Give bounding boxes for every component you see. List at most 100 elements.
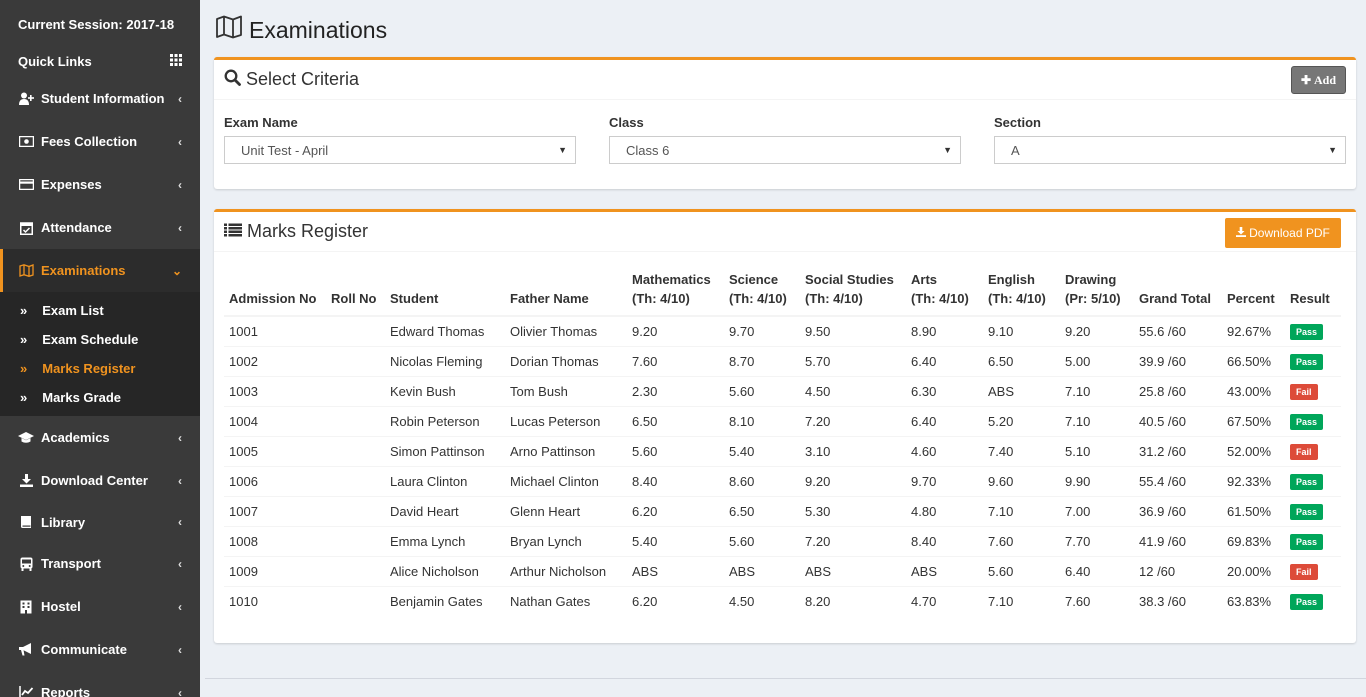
column-header: Social Studies (Th: 4/10): [800, 270, 906, 317]
column-header: Student: [385, 270, 505, 317]
sidebar-item-fees-collection[interactable]: Fees Collection ‹: [0, 120, 200, 163]
subject-mark-cell: 6.40: [1060, 555, 1134, 586]
column-header: Result: [1285, 270, 1341, 317]
chevron-left-icon: ‹: [178, 515, 182, 529]
submenu-item-exam-list[interactable]: » Exam List: [0, 296, 200, 325]
subject-mark-cell: ABS: [627, 555, 724, 586]
submenu-item-exam-schedule[interactable]: » Exam Schedule: [0, 325, 200, 354]
percent-cell: 61.50%: [1222, 495, 1285, 526]
grand-total-cell: 55.6 /60: [1134, 315, 1222, 346]
student-name-cell: Simon Pattinson: [385, 435, 505, 466]
sidebar-item-examinations[interactable]: Examinations ⌄: [0, 249, 200, 292]
sidebar-item-academics[interactable]: Academics ‹: [0, 416, 200, 459]
exam-name-select[interactable]: Unit Test - April ▼: [224, 136, 576, 164]
submenu-item-label: Exam Schedule: [42, 332, 139, 347]
subject-mark-cell: 5.10: [1060, 435, 1134, 466]
chevron-left-icon: ‹: [178, 473, 182, 488]
grand-total-cell: 41.9 /60: [1134, 525, 1222, 556]
sidebar-item-label: Download Center: [41, 473, 148, 488]
submenu-item-marks-grade[interactable]: » Marks Grade: [0, 383, 200, 412]
subject-mark-cell: 9.50: [800, 315, 906, 346]
submenu-item-marks-register[interactable]: » Marks Register: [0, 354, 200, 383]
class-select[interactable]: Class 6 ▼: [609, 136, 961, 164]
sidebar-item-hostel[interactable]: Hostel ‹: [0, 585, 200, 628]
double-angle-right-icon: »: [20, 390, 28, 405]
percent-cell: 43.00%: [1222, 375, 1285, 406]
result-badge: Pass: [1290, 503, 1324, 520]
sidebar-item-label: Academics: [41, 430, 110, 445]
sidebar: Current Session: 2017-18 Quick Links Stu…: [0, 0, 200, 697]
subject-mark-cell: 4.60: [906, 435, 983, 466]
admission-no-cell: 1009: [224, 555, 326, 586]
sidebar-item-reports[interactable]: Reports ‹: [0, 671, 200, 697]
sidebar-item-student-information[interactable]: Student Information ‹: [0, 77, 200, 120]
chevron-left-icon: ‹: [178, 220, 182, 235]
roll-no-cell: [326, 495, 385, 526]
chevron-left-icon: ‹: [178, 430, 182, 445]
double-angle-right-icon: »: [20, 303, 28, 318]
sidebar-item-library[interactable]: Library ‹: [0, 502, 200, 542]
admission-no-cell: 1006: [224, 465, 326, 496]
admission-no-cell: 1001: [224, 315, 326, 346]
section-value: A: [1011, 142, 1020, 158]
sidebar-item-label: Communicate: [41, 642, 127, 657]
credit-card-icon: [18, 178, 34, 192]
result-badge: Fail: [1290, 383, 1318, 400]
father-name-cell: Bryan Lynch: [505, 525, 627, 556]
result-cell: Pass: [1285, 585, 1341, 616]
sidebar-item-attendance[interactable]: Attendance ‹: [0, 206, 200, 249]
class-group: Class Class 6 ▼: [609, 115, 961, 164]
table-row: 1009 Alice Nicholson Arthur Nicholson ABS AB…: [224, 555, 1341, 586]
subject-mark-cell: 9.70: [724, 315, 800, 346]
sidebar-item-expenses[interactable]: Expenses ‹: [0, 163, 200, 206]
examinations-submenu: » Exam List » Exam Schedule » Marks Regi…: [0, 292, 200, 416]
book-icon: [18, 515, 34, 529]
admission-no-cell: 1008: [224, 525, 326, 556]
chevron-left-icon: ‹: [178, 91, 182, 106]
grand-total-cell: 38.3 /60: [1134, 585, 1222, 616]
father-name-cell: Lucas Peterson: [505, 405, 627, 436]
admission-no-cell: 1005: [224, 435, 326, 466]
submenu-item-label: Exam List: [42, 303, 104, 318]
column-header: Drawing (Pr: 5/10): [1060, 270, 1134, 317]
subject-mark-cell: 9.90: [1060, 465, 1134, 496]
class-label: Class: [609, 115, 644, 130]
subject-mark-cell: 7.10: [983, 585, 1060, 616]
map-icon: [215, 15, 249, 45]
subject-mark-cell: 4.50: [724, 585, 800, 616]
sidebar-item-label: Expenses: [41, 177, 102, 192]
subject-mark-cell: 8.20: [800, 585, 906, 616]
section-select[interactable]: A ▼: [994, 136, 1346, 164]
subject-mark-cell: 5.30: [800, 495, 906, 526]
sidebar-item-communicate[interactable]: Communicate ‹: [0, 628, 200, 671]
admission-no-cell: 1007: [224, 495, 326, 526]
student-name-cell: Laura Clinton: [385, 465, 505, 496]
bus-icon: [18, 557, 34, 571]
roll-no-cell: [326, 435, 385, 466]
submenu-item-label: Marks Grade: [42, 390, 121, 405]
sidebar-item-transport[interactable]: Transport ‹: [0, 542, 200, 585]
subject-mark-cell: 8.90: [906, 315, 983, 346]
roll-no-cell: [326, 585, 385, 616]
result-cell: Pass: [1285, 315, 1341, 346]
sidebar-item-label: Fees Collection: [41, 134, 138, 149]
marks-register-title: Marks Register: [247, 221, 369, 241]
subject-mark-cell: 6.20: [627, 585, 724, 616]
percent-cell: 92.33%: [1222, 465, 1285, 496]
result-badge: Pass: [1290, 323, 1324, 340]
download-pdf-button[interactable]: Download PDF: [1225, 218, 1341, 248]
download-pdf-label: Download PDF: [1249, 226, 1330, 240]
student-name-cell: Nicolas Fleming: [385, 345, 505, 376]
column-header: Grand Total: [1134, 270, 1222, 317]
section-label: Section: [994, 115, 1041, 130]
subject-mark-cell: 5.60: [627, 435, 724, 466]
criteria-fields: Exam Name Unit Test - April ▼ Class Clas…: [224, 115, 1346, 164]
add-button[interactable]: ✚ Add: [1291, 66, 1346, 94]
student-name-cell: Alice Nicholson: [385, 555, 505, 586]
quick-links[interactable]: Quick Links: [0, 48, 200, 77]
subject-mark-cell: 9.60: [983, 465, 1060, 496]
father-name-cell: Olivier Thomas: [505, 315, 627, 346]
admission-no-cell: 1002: [224, 345, 326, 376]
sidebar-item-download-center[interactable]: Download Center ‹: [0, 459, 200, 502]
sidebar-item-label: Transport: [41, 556, 101, 571]
